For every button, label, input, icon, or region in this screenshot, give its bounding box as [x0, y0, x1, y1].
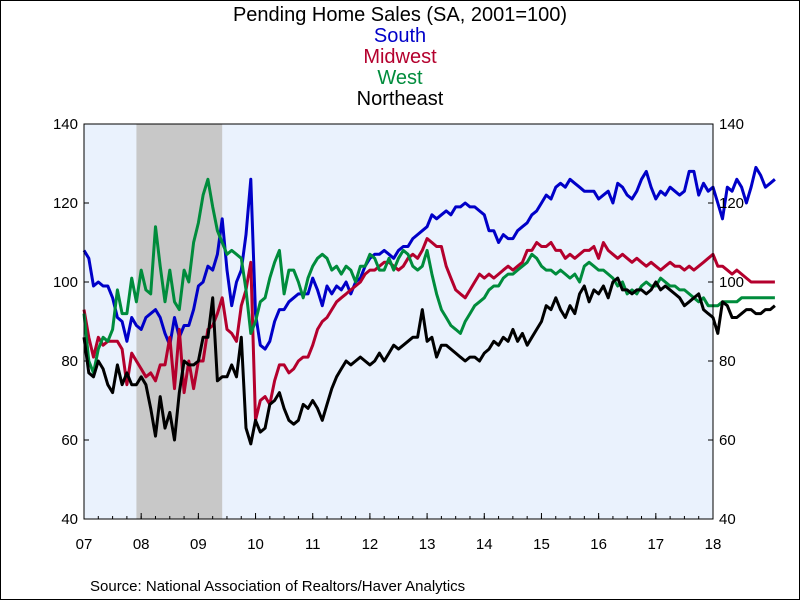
y-tick-label-right: 80 [719, 353, 736, 370]
series-line-northeast [82, 276, 776, 446]
y-tick-label-left: 120 [53, 195, 78, 212]
x-tick-label: 08 [133, 536, 150, 553]
x-tick-label: 07 [76, 536, 93, 553]
x-tick-label: 10 [247, 536, 264, 553]
legend-south: South [373, 25, 427, 47]
x-tick-label: 11 [305, 536, 321, 553]
recession-band [136, 124, 223, 519]
x-tick-label: 12 [362, 536, 379, 553]
x-tick-label: 15 [533, 536, 550, 553]
y-tick-label-right: 60 [719, 432, 736, 449]
series-line-south [82, 165, 776, 351]
y-tick-label-left: 60 [61, 432, 78, 449]
y-tick-label-right: 100 [719, 274, 744, 291]
y-tick-label-left: 140 [53, 116, 78, 133]
source-note: Source: National Association of Realtors… [90, 578, 466, 595]
y-tick-label-left: 40 [61, 511, 78, 528]
y-tick-label-right: 40 [719, 511, 736, 528]
x-tick-label: 09 [190, 536, 207, 553]
x-tick-label: 18 [705, 536, 722, 553]
x-tick-label: 16 [590, 536, 607, 553]
x-tick-label: 17 [647, 536, 664, 553]
legend-northeast: Northeast [356, 88, 444, 110]
y-tick-label-left: 80 [61, 353, 78, 370]
y-tick-label-right: 120 [719, 195, 744, 212]
y-tick-label-right: 140 [719, 116, 744, 133]
y-tick-label-left: 100 [53, 274, 78, 291]
chart-title: Pending Home Sales (SA, 2001=100) [232, 4, 568, 26]
x-tick-label: 13 [419, 536, 436, 553]
x-tick-label: 14 [476, 536, 493, 553]
legend-west: West [377, 67, 423, 89]
series-line-west [82, 177, 775, 375]
legend-midwest: Midwest [363, 46, 437, 68]
